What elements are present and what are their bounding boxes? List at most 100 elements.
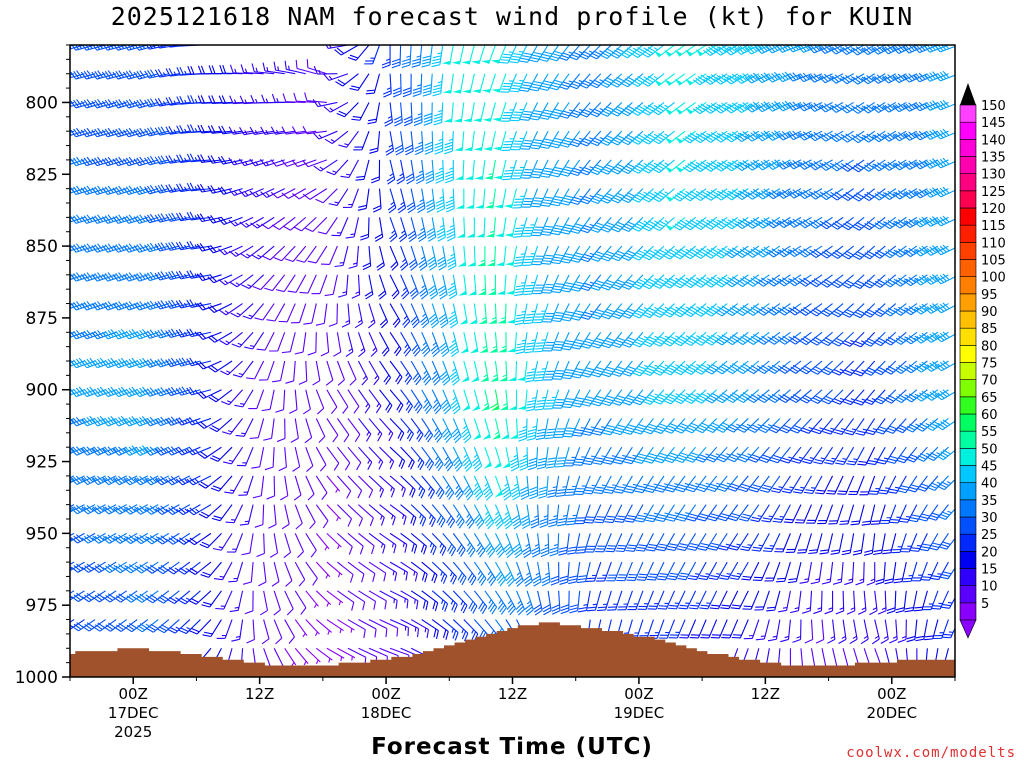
wind-barb [494, 533, 505, 558]
wind-barb [251, 447, 265, 469]
wind-barb [224, 45, 233, 46]
wind-barb [326, 561, 343, 578]
wind-barb [441, 45, 454, 65]
wind-barb [268, 504, 277, 529]
wind-barb [484, 590, 498, 615]
wind-barb [241, 533, 254, 556]
wind-barb [347, 389, 360, 414]
wind-barb [379, 360, 392, 385]
wind-barb [347, 619, 366, 639]
color-bar-swatch [959, 190, 977, 209]
wind-barb [357, 332, 366, 358]
wind-barb [134, 619, 159, 633]
wind-barb [393, 102, 403, 127]
wind-barb [291, 159, 317, 168]
wind-barb [337, 590, 355, 611]
wind-barb [91, 475, 117, 486]
wind-barb [242, 303, 265, 320]
wind-barb [102, 590, 127, 603]
wind-barb [427, 245, 438, 271]
wind-barb [400, 446, 415, 470]
wind-barb [144, 475, 170, 486]
wind-barb [421, 532, 437, 556]
wind-barb [516, 360, 528, 381]
wind-barb [452, 475, 464, 501]
wind-barb [529, 475, 539, 500]
wind-barb [262, 62, 285, 75]
wind-barb [186, 299, 212, 308]
wind-barb [175, 386, 201, 396]
wind-barb [354, 303, 363, 329]
wind-barb [326, 418, 339, 443]
wind-barb [207, 245, 233, 254]
wind-barb [276, 418, 286, 443]
wind-barb [293, 216, 317, 232]
wind-barb [123, 445, 148, 456]
wind-barb [240, 64, 264, 75]
wind-barb [480, 360, 489, 383]
wind-barb [410, 389, 423, 414]
wind-barb [389, 590, 409, 609]
wind-barb [453, 102, 465, 123]
wind-barb [398, 217, 408, 243]
wind-barb [379, 504, 396, 526]
wind-barb [405, 159, 415, 185]
wind-barb [505, 274, 518, 295]
wind-barb [421, 561, 438, 584]
wind-barb [446, 217, 456, 242]
wind-barb [457, 246, 467, 267]
wind-barb [500, 418, 510, 440]
wind-barb [175, 357, 201, 367]
color-bar-swatch [959, 345, 977, 363]
wind-barb [404, 131, 414, 156]
wind-barb [338, 274, 349, 298]
wind-barb [477, 274, 487, 296]
wind-barb [463, 533, 476, 558]
wind-barb [165, 328, 191, 339]
wind-barb [240, 245, 264, 259]
wind-barb [353, 130, 370, 151]
wind-barb [400, 590, 419, 610]
wind-barb [271, 45, 275, 46]
wind-barb [441, 418, 453, 443]
wind-barb [259, 158, 285, 167]
wind-barb [208, 360, 233, 373]
wind-barb [282, 216, 307, 231]
wind-barb [336, 360, 345, 386]
wind-barb [166, 590, 191, 605]
wind-barb [239, 216, 264, 228]
wind-barb [312, 130, 338, 140]
wind-barb [70, 101, 75, 105]
wind-barb [507, 332, 518, 353]
wind-barb [463, 504, 475, 529]
wind-barb [514, 303, 528, 326]
wind-barb [294, 504, 303, 530]
wind-barb [70, 331, 75, 335]
wind-barb [528, 447, 539, 471]
wind-barb [220, 360, 243, 376]
wind-barb [400, 303, 411, 329]
wind-barb [224, 475, 244, 494]
wind-barb [282, 45, 285, 46]
wind-barb [305, 647, 321, 665]
wind-barb [431, 504, 446, 528]
wind-barb [450, 389, 461, 415]
wind-barb [371, 159, 381, 184]
color-bar-label: 40 [981, 477, 998, 492]
wind-barb [229, 590, 244, 613]
color-bar-swatch [959, 551, 977, 569]
wind-barb [418, 245, 428, 271]
color-bar-swatch [959, 396, 977, 415]
wind-barb [70, 446, 96, 456]
wind-barb [421, 418, 434, 443]
wind-barb [470, 360, 480, 383]
wind-barb [112, 357, 138, 369]
wind-barb [251, 63, 275, 75]
wind-barb [466, 217, 475, 238]
wind-barb [389, 561, 408, 581]
wind-barb [186, 417, 212, 426]
source-credit: coolwx.com/modelts [846, 745, 1016, 761]
wind-barb [101, 99, 127, 109]
wind-barb [520, 102, 539, 121]
wind-barb [379, 475, 395, 498]
